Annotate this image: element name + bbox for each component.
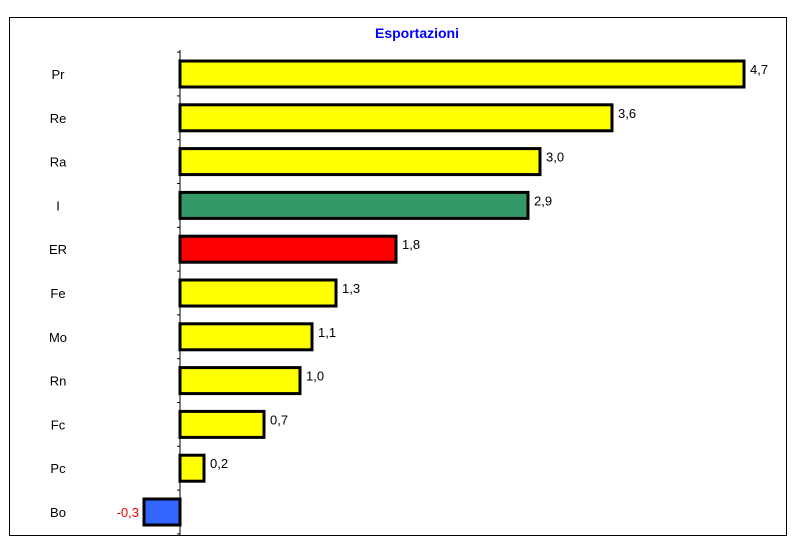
- chart-title: Esportazioni: [375, 25, 459, 41]
- value-label-pc: 0,2: [210, 456, 228, 471]
- bar-re: [178, 103, 614, 133]
- category-label-pr: Pr: [52, 67, 66, 82]
- category-label-bo: Bo: [50, 505, 66, 520]
- bar-ra: [178, 147, 542, 177]
- category-label-fe: Fe: [50, 286, 65, 301]
- category-label-mo: Mo: [49, 330, 67, 345]
- category-label-er: ER: [49, 242, 67, 257]
- bar-pc: [178, 453, 206, 483]
- value-label-ra: 3,0: [546, 150, 564, 165]
- value-label-fe: 1,3: [342, 281, 360, 296]
- bar-mo: [178, 322, 314, 352]
- bar-fe: [178, 278, 338, 308]
- category-label-fc: Fc: [51, 417, 66, 432]
- bar-pr: [178, 59, 746, 89]
- value-label-mo: 1,1: [318, 325, 336, 340]
- category-label-ra: Ra: [50, 155, 67, 170]
- category-label-re: Re: [50, 111, 67, 126]
- bar-fc: [178, 409, 266, 439]
- value-label-er: 1,8: [402, 237, 420, 252]
- bar-er: [178, 234, 398, 264]
- bar-bo: [142, 497, 182, 527]
- value-label-fc: 0,7: [270, 412, 288, 427]
- category-label-rn: Rn: [50, 374, 67, 389]
- bars: [142, 59, 746, 527]
- bar-rn: [178, 366, 302, 396]
- bar-i: [178, 190, 530, 220]
- value-label-bo: -0,3: [117, 505, 139, 520]
- value-labels: 4,7 3,6 3,0 2,9 1,8 1,3 1,1 1,0 0,7 0,2 -0,3: [117, 62, 768, 520]
- category-label-i: I: [56, 198, 60, 213]
- chart-frame: [9, 17, 787, 536]
- value-label-re: 3,6: [618, 106, 636, 121]
- value-label-pr: 4,7: [750, 62, 768, 77]
- category-labels: Pr Re Ra I ER Fe Mo Rn Fc Pc Bo: [49, 67, 67, 520]
- value-label-i: 2,9: [534, 193, 552, 208]
- value-label-rn: 1,0: [306, 369, 324, 384]
- category-label-pc: Pc: [50, 461, 66, 476]
